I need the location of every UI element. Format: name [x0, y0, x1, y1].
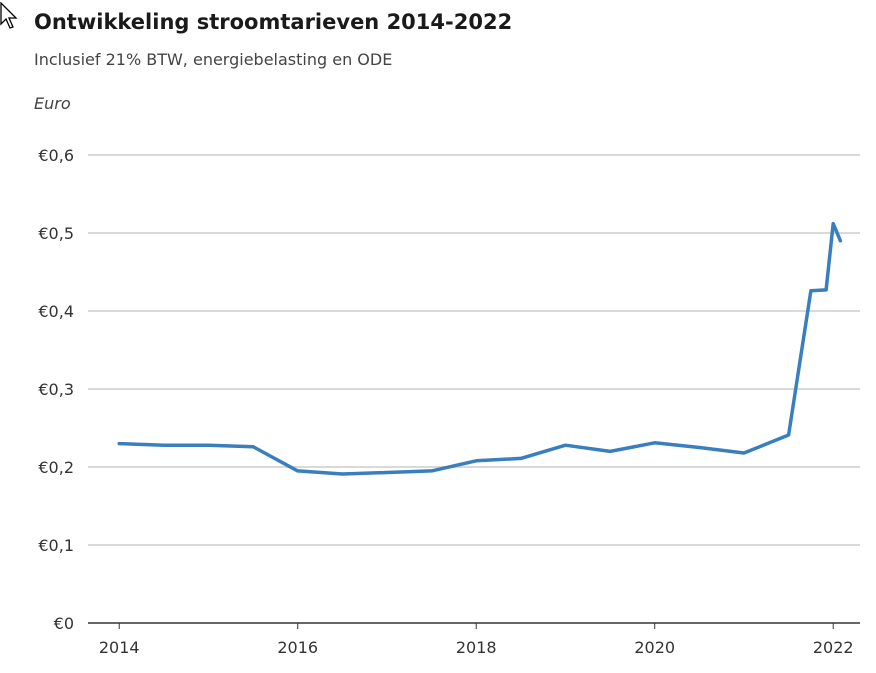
y-tick-label: €0,4 [38, 302, 74, 321]
x-tick-label: 2014 [99, 638, 140, 657]
y-tick-label: €0,6 [38, 146, 74, 165]
y-tick-label: €0,5 [38, 224, 74, 243]
x-tick-label: 2018 [456, 638, 497, 657]
y-tick-label: €0,3 [38, 380, 74, 399]
chart-title: Ontwikkeling stroomtarieven 2014-2022 [34, 10, 513, 34]
y-tick-label: €0,2 [38, 458, 74, 477]
x-tick-label: 2022 [813, 638, 854, 657]
series-line [117, 221, 843, 476]
x-tick-label: 2020 [634, 638, 675, 657]
y-tick-label: €0 [54, 614, 74, 633]
mouse-pointer-icon [0, 2, 18, 29]
y-axis-unit-label: Euro [34, 94, 71, 113]
x-tick-label: 2016 [277, 638, 318, 657]
chart-subtitle: Inclusief 21% BTW, energiebelasting en O… [34, 50, 393, 69]
y-tick-label: €0,1 [38, 536, 74, 555]
